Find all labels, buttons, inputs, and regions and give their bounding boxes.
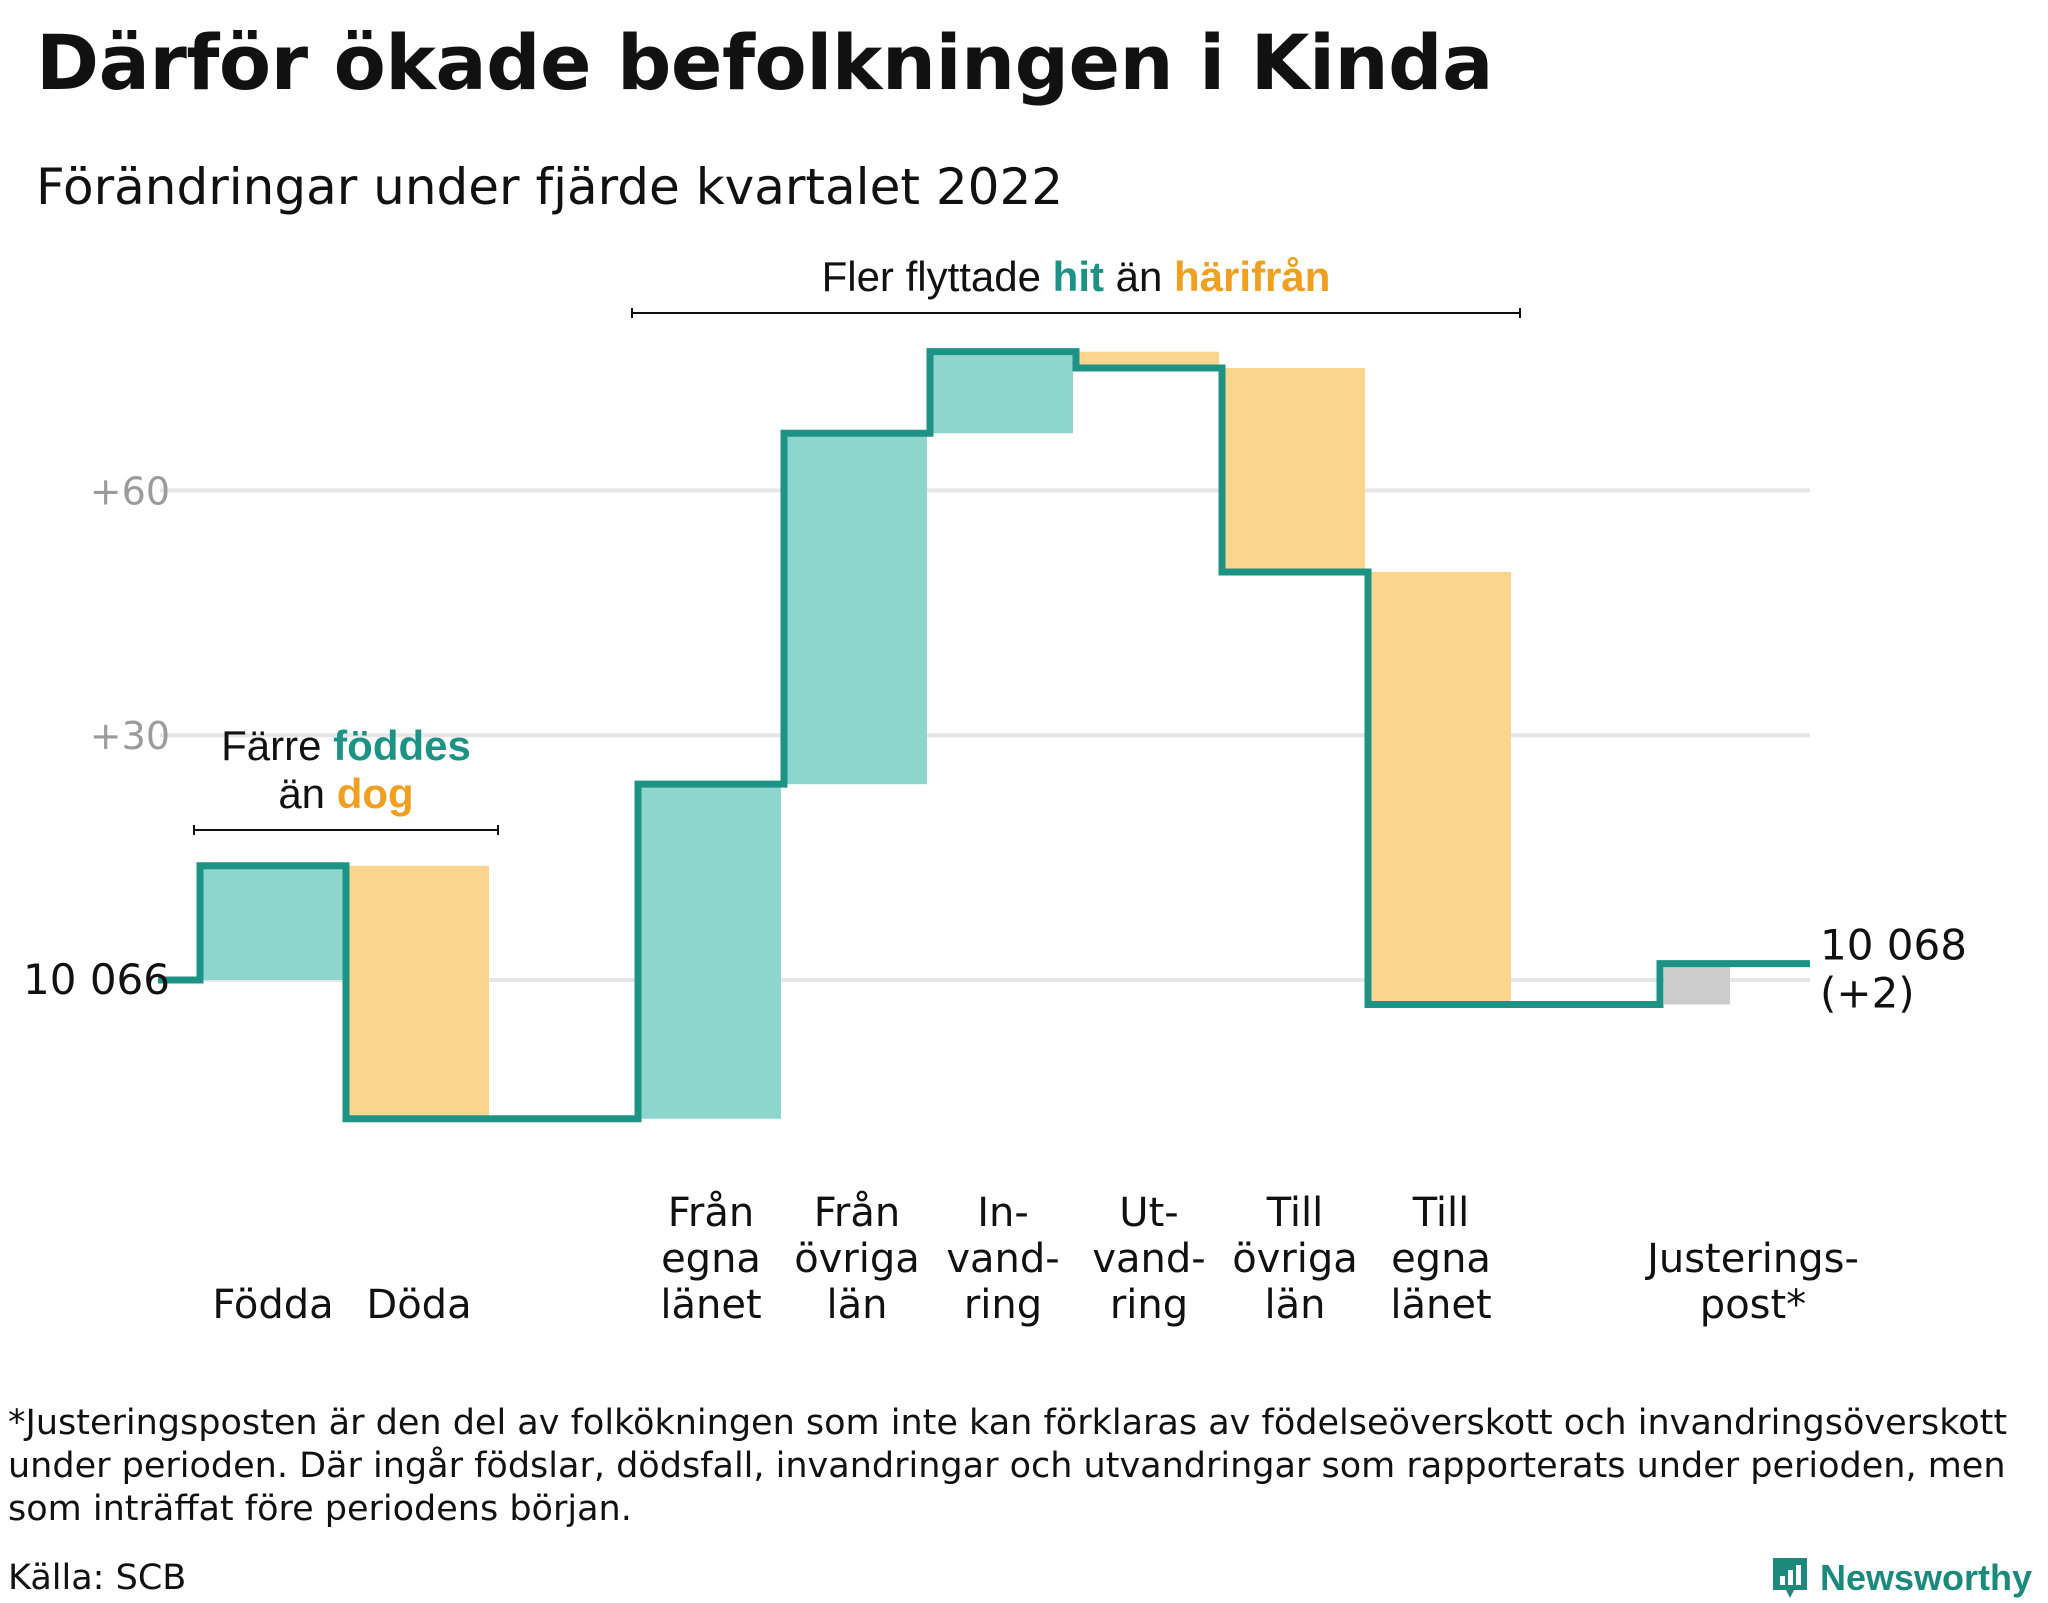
bar-negative	[1079, 351, 1219, 368]
bar-adjustment	[1664, 963, 1730, 1005]
category-label: Justerings-	[1644, 1236, 1859, 1282]
category-label: vand-	[1092, 1236, 1205, 1282]
end-change-label: (+2)	[1820, 969, 1915, 1018]
category-label: övriga	[794, 1236, 920, 1282]
bar-negative	[1225, 368, 1365, 572]
category-label: län	[827, 1282, 888, 1328]
category-label: Ut-	[1119, 1190, 1178, 1236]
annotation-text: än dog	[278, 770, 413, 817]
newsworthy-logo-icon	[1773, 1558, 1807, 1598]
source-label: Källa: SCB	[8, 1558, 187, 1598]
category-label: ring	[1110, 1282, 1188, 1328]
bar-positive	[641, 784, 781, 1119]
annotation-text: Fler flyttade hit än härifrån	[822, 253, 1331, 300]
category-label: ring	[964, 1282, 1042, 1328]
category-label: länet	[660, 1282, 761, 1328]
y-tick-label: +30	[90, 714, 170, 758]
chart-title: Därför ökade befolkningen i Kinda	[36, 18, 1493, 107]
brand-name: Newsworthy	[1820, 1557, 2033, 1598]
start-value-label: 10 066	[23, 955, 170, 1004]
brand[interactable]: Newsworthy	[1770, 1553, 2032, 1603]
bar-positive	[787, 433, 927, 785]
footnote: *Justeringsposten är den del av folkökni…	[8, 1403, 2008, 1529]
chart-subtitle: Förändringar under fjärde kvartalet 2022	[36, 158, 1064, 216]
category-label: vand-	[946, 1236, 1059, 1282]
category-label: Från	[814, 1190, 900, 1236]
category-label: egna	[661, 1236, 761, 1282]
category-label: länet	[1390, 1282, 1491, 1328]
step-line	[158, 348, 1810, 1123]
category-label: län	[1265, 1282, 1326, 1328]
category-label: In-	[977, 1190, 1029, 1236]
end-value-label: 10 068	[1820, 921, 1967, 970]
category-label: Döda	[366, 1282, 471, 1328]
y-tick-label: +60	[90, 469, 170, 513]
annotation-text: Färre föddes	[221, 722, 471, 769]
category-label: Födda	[212, 1282, 333, 1328]
bar-positive	[203, 865, 343, 980]
category-label: post*	[1700, 1282, 1806, 1328]
bars	[203, 351, 1730, 1119]
category-label: egna	[1391, 1236, 1491, 1282]
category-label: Till	[1266, 1190, 1324, 1236]
bar-negative	[349, 865, 489, 1119]
category-label: Från	[668, 1190, 754, 1236]
category-label: övriga	[1232, 1236, 1358, 1282]
bar-positive	[933, 351, 1073, 434]
category-label: Till	[1412, 1190, 1470, 1236]
cumulative-step-line	[158, 348, 1810, 1123]
bar-negative	[1371, 572, 1511, 1005]
